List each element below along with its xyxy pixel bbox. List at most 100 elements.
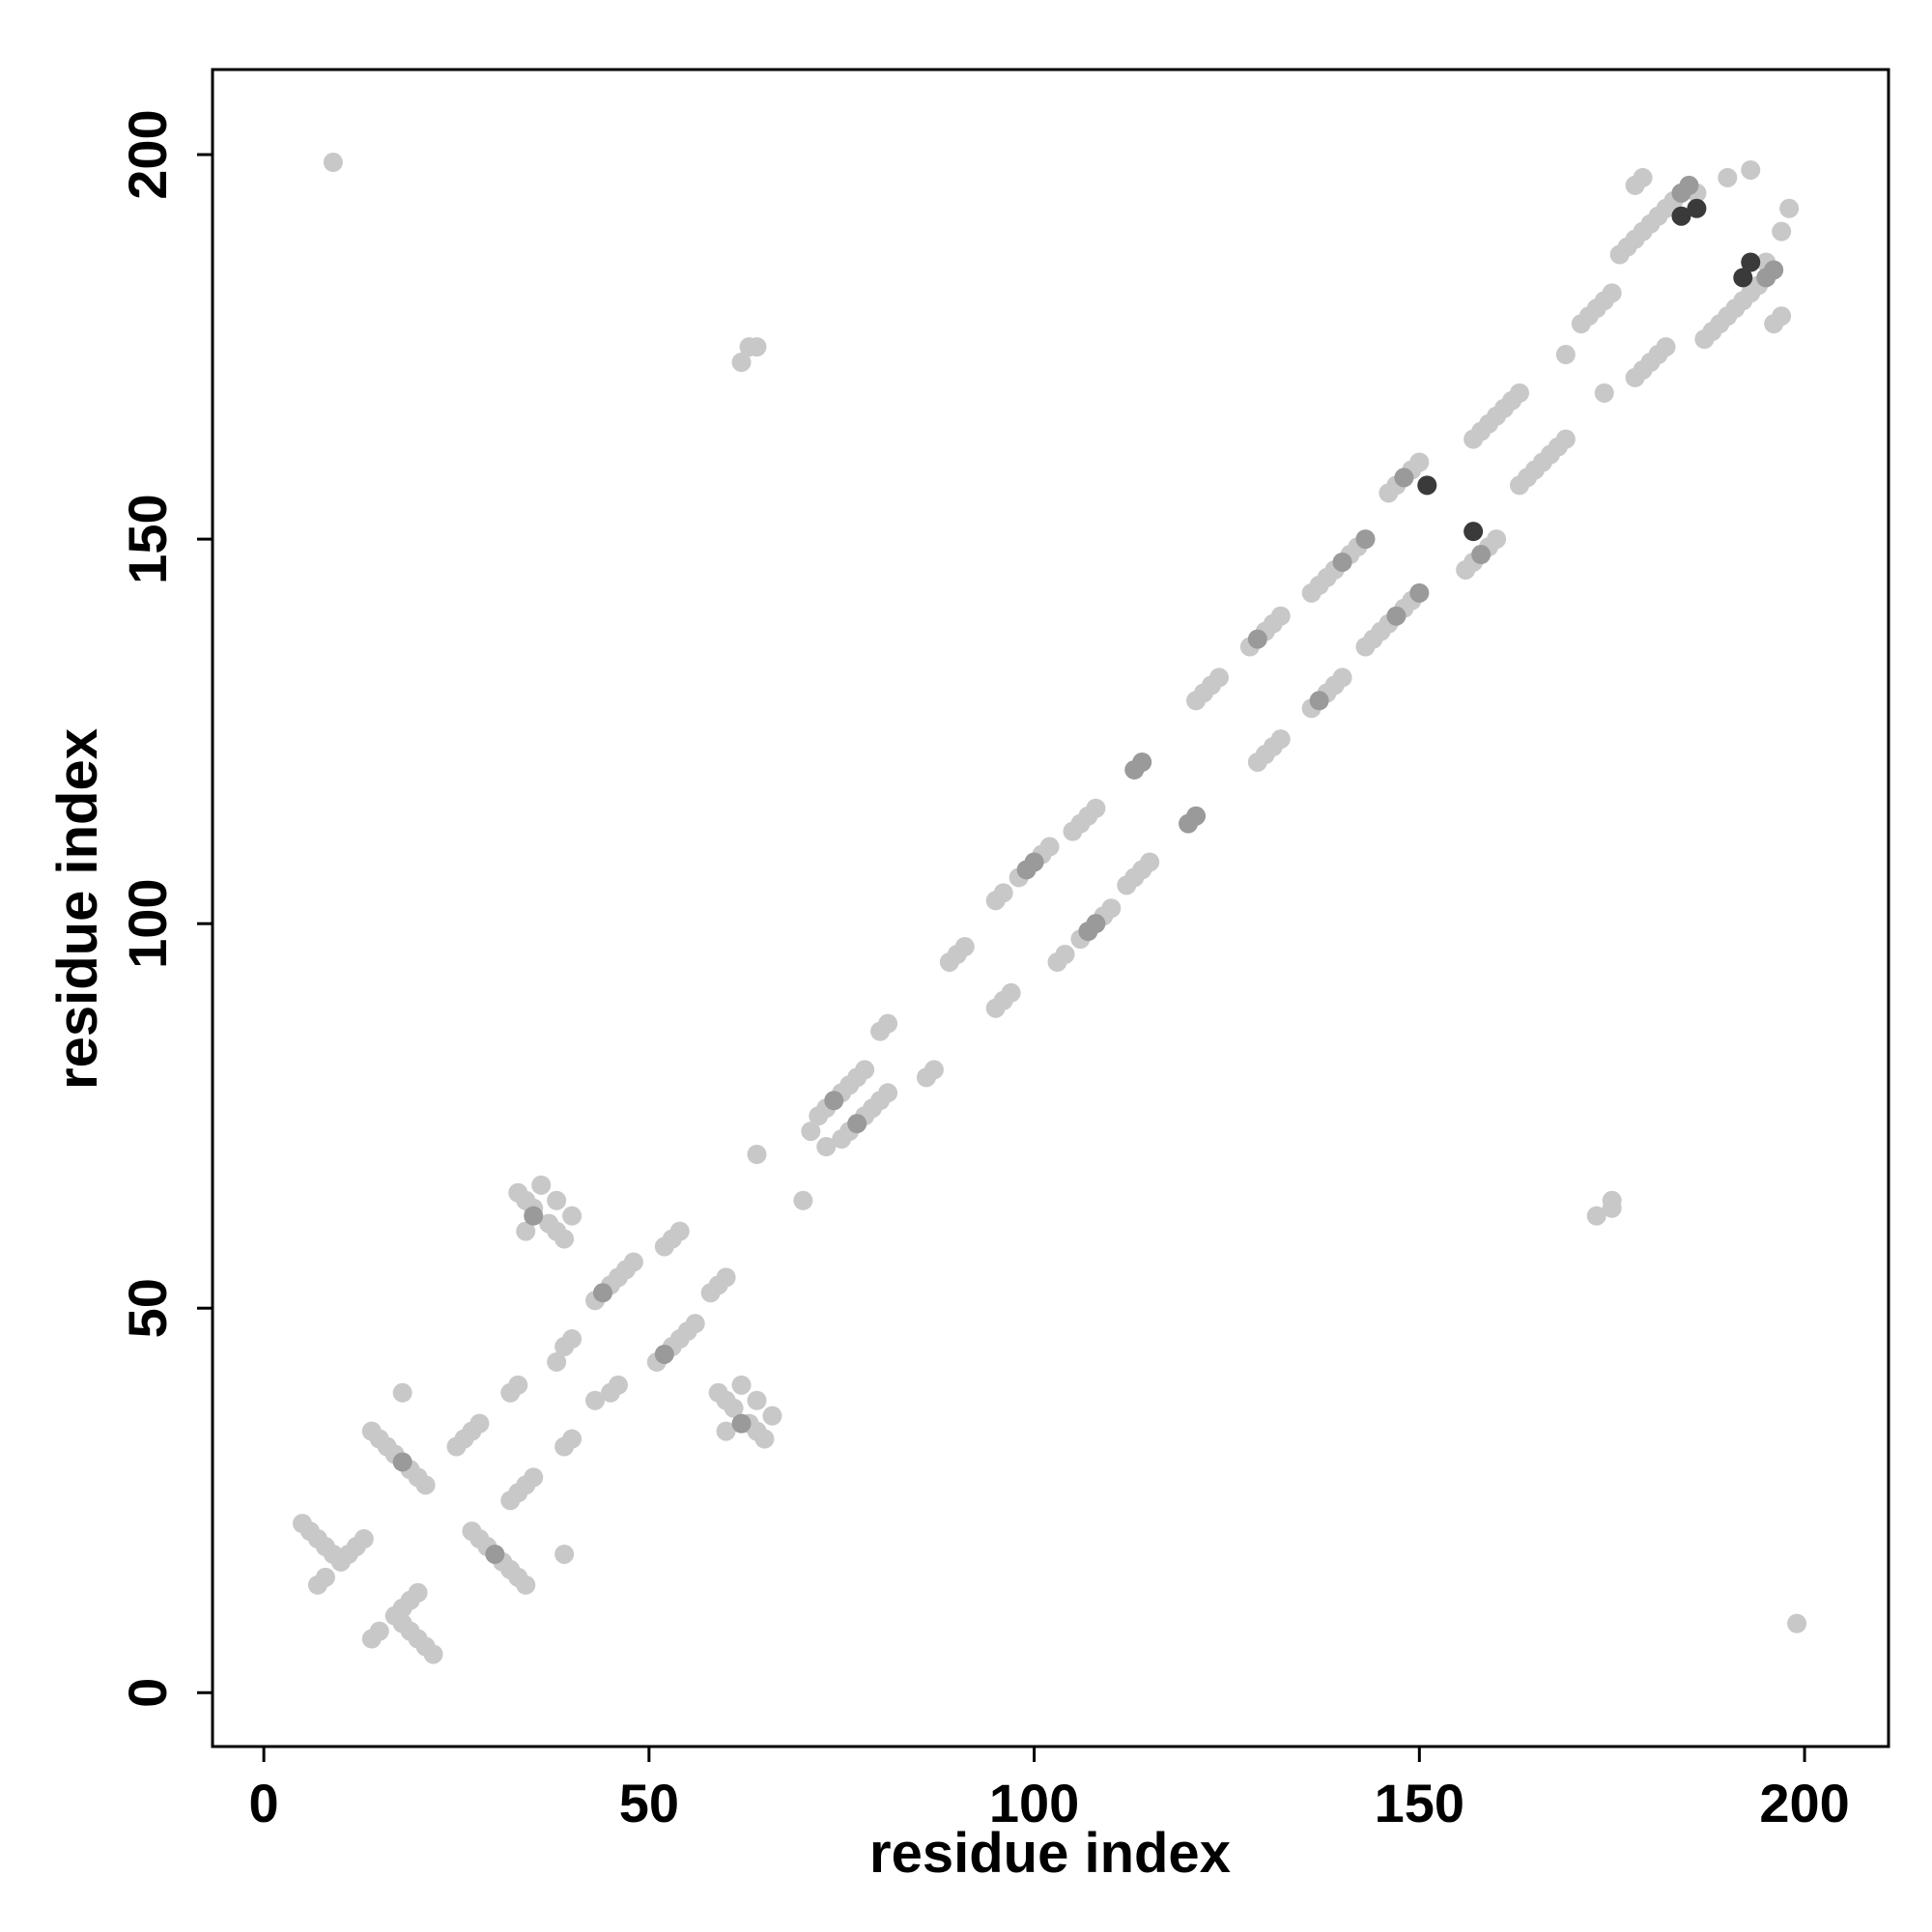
contact-point [524, 1206, 544, 1226]
contact-point [554, 1544, 575, 1564]
contact-point [1471, 545, 1492, 565]
contact-point [824, 1091, 844, 1111]
contact-point [1355, 529, 1376, 550]
contact-point [1586, 1206, 1606, 1226]
contact-point [1633, 167, 1653, 187]
contact-point [1718, 167, 1738, 187]
contact-point [315, 1567, 335, 1587]
contact-point [923, 1060, 944, 1080]
contact-point [1779, 198, 1800, 218]
contact-point [1417, 475, 1437, 496]
y-tick-label: 50 [117, 1278, 178, 1338]
contact-point [415, 1475, 436, 1495]
contact-point [1487, 529, 1507, 550]
contact-point [1208, 668, 1229, 688]
contact-point [954, 937, 975, 957]
contact-point [593, 1283, 613, 1303]
contact-point [1602, 283, 1622, 303]
contact-point [793, 1190, 813, 1210]
contact-point [1463, 522, 1484, 542]
x-tick-label: 200 [1759, 1773, 1849, 1833]
contact-point [1741, 159, 1761, 180]
contact-point [1039, 837, 1060, 857]
contact-point [1386, 606, 1406, 626]
contact-point [369, 1621, 389, 1641]
contact-point [1787, 1613, 1807, 1634]
contact-point [1555, 429, 1576, 449]
y-tick-label: 150 [117, 494, 178, 583]
contact-point [855, 1060, 875, 1080]
contact-point [562, 1329, 582, 1350]
contact-point [562, 1206, 582, 1226]
y-tick-label: 100 [117, 878, 178, 968]
contact-point [654, 1344, 674, 1364]
contact-point [1270, 729, 1291, 750]
contact-point [708, 1382, 728, 1403]
contact-point [1656, 337, 1676, 357]
contact-point [1671, 206, 1691, 226]
contact-point [1086, 914, 1106, 934]
contact-point [392, 1452, 412, 1472]
contact-point [462, 1521, 482, 1542]
y-tick-label: 200 [117, 109, 178, 199]
contact-point [554, 1229, 575, 1249]
contact-point [524, 1467, 544, 1488]
contact-point [1671, 183, 1691, 203]
contact-point [531, 1175, 552, 1195]
contact-point [762, 1406, 782, 1426]
contact-point [731, 352, 752, 372]
contact-point [469, 1413, 490, 1434]
contact-point [547, 1351, 567, 1372]
contact-point [623, 1252, 643, 1272]
contact-point [669, 1221, 690, 1241]
contact-point [408, 1582, 428, 1603]
contact-point [608, 1375, 628, 1395]
contact-point [485, 1544, 505, 1564]
contact-point [685, 1314, 705, 1334]
contact-point [562, 1429, 582, 1449]
contact-point [1741, 252, 1761, 272]
contact-point [1733, 268, 1753, 288]
contact-point [392, 1382, 412, 1403]
x-tick-label: 0 [249, 1773, 279, 1833]
contact-point [747, 337, 767, 357]
contact-point [1510, 383, 1530, 403]
contact-point [1594, 383, 1614, 403]
contact-point [731, 1413, 752, 1434]
contact-point [716, 1267, 736, 1288]
contact-point [801, 1122, 821, 1142]
contact-point [1309, 691, 1329, 711]
contact-point [1186, 806, 1207, 826]
contact-point [878, 1013, 898, 1034]
contact-point [1247, 629, 1267, 649]
contact-point [731, 1375, 752, 1395]
contact-point [1055, 945, 1075, 965]
contact-point [1394, 468, 1414, 488]
contact-point [508, 1375, 528, 1395]
contact-point [1756, 268, 1776, 288]
y-axis-label: residue index [46, 728, 109, 1090]
contact-point [1101, 898, 1122, 919]
contact-point [878, 1083, 898, 1103]
contact-point [1024, 852, 1044, 872]
contact-point [847, 1114, 867, 1134]
x-tick-label: 100 [989, 1773, 1079, 1833]
contact-point [747, 1144, 767, 1164]
contact-point [1001, 982, 1021, 1003]
contact-point [323, 153, 343, 173]
contact-point [1602, 1190, 1622, 1210]
contact-point [1409, 582, 1430, 603]
y-tick-label: 0 [117, 1678, 178, 1708]
contact-point [585, 1390, 606, 1410]
contact-point [547, 1190, 567, 1210]
x-tick-label: 150 [1375, 1773, 1464, 1833]
contact-point [516, 1221, 536, 1241]
x-tick-label: 50 [619, 1773, 679, 1833]
contact-point [354, 1529, 374, 1549]
plot-area [292, 153, 1807, 1664]
contact-point [1555, 345, 1576, 365]
contact-point [1409, 452, 1430, 472]
contact-point [993, 883, 1013, 903]
